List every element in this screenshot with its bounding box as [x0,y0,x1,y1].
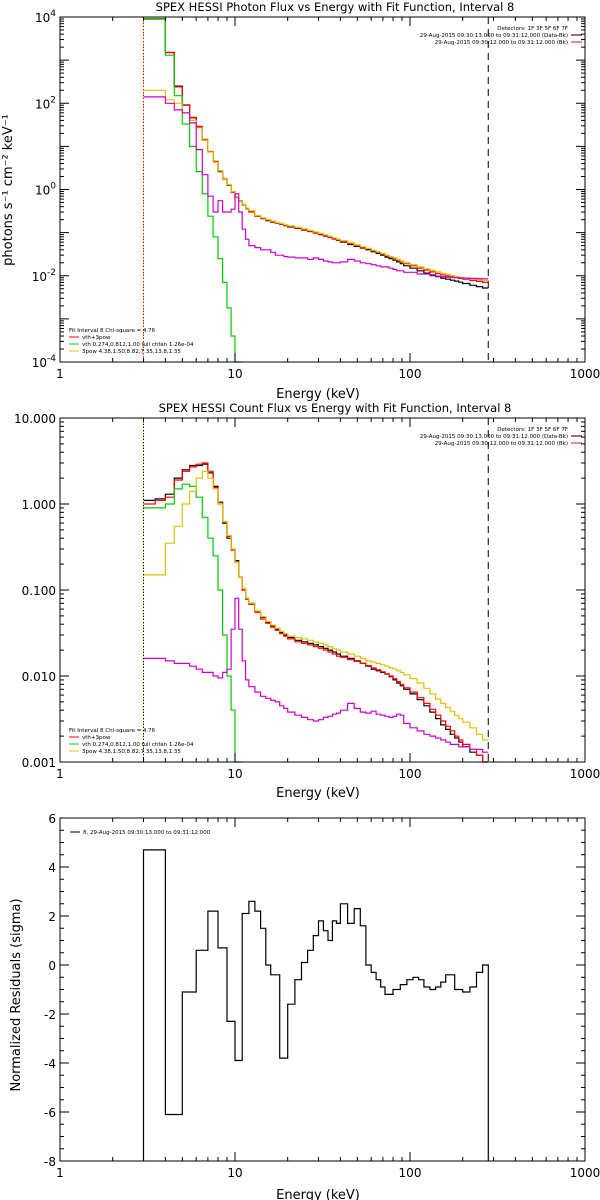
residuals-y-tick-label: -2 [44,1008,56,1022]
residuals-y-tick-label: -8 [44,1155,56,1169]
photon-flux-x-tick-label: 100 [399,367,422,381]
count-flux-y-tick-label: 0.100 [22,584,56,598]
photon-flux-x-tick-label: 1000 [570,367,600,381]
photon-flux-x-tick-label: 10 [227,367,242,381]
count-flux-y-tick-label: 0.010 [22,670,56,684]
count-flux-legend-bottom-left-entry: vth 0.274,0.812,1.00 full chfan 1.26e-04 [82,742,194,748]
photon-flux-x-axis-label: Energy (keV) [276,387,360,402]
count-flux-x-tick-label: 1 [56,767,64,781]
photon-flux-legend-bottom-left-entry: vth+3pow [82,335,111,341]
residuals-y-tick-label: 6 [48,812,56,826]
photon-flux-y-tick-label: 104 [35,9,56,25]
residuals-y-tick-label: 0 [48,959,56,973]
residuals-y-axis-label: Normalized Residuals (sigma) [9,898,24,1091]
residuals-y-tick-label: -6 [44,1106,56,1120]
count-flux-series-1 [143,462,489,763]
count-flux-legend-top-right-entry: 29-Aug-2015 09:30:13.000 to 09:31:12.000… [420,434,568,440]
residuals-x-tick-label: 10 [227,1166,242,1180]
count-flux-panel: SPEX HESSI Count Flux vs Energy with Fit… [14,401,600,801]
count-flux-legend-bottom-left-entry: Fit Interval 8 Chi-square = 4.76 [69,728,156,734]
count-flux-y-tick-label: 10.000 [14,412,56,426]
photon-flux-series-0 [143,18,489,289]
photon-flux-y-tick-label: 100 [35,182,56,198]
photon-flux-panel: SPEX HESSI Photon Flux vs Energy with Fi… [1,0,600,402]
count-flux-x-tick-label: 10 [227,767,242,781]
photon-flux-series-1 [143,18,489,283]
count-flux-series-4 [143,597,489,753]
photon-flux-y-axis-label: photons s⁻¹ cm⁻² keV⁻¹ [1,114,16,266]
photon-flux-title: SPEX HESSI Photon Flux vs Energy with Fi… [156,0,515,14]
count-flux-x-tick-label: 1000 [570,767,600,781]
photon-flux-series-4 [143,96,489,280]
residuals-panel: 1 10 100 1000 -8 -6 -4 -2 0 2 4 6 Energy (keV) Norm… [9,812,600,1200]
count-flux-series-0 [143,463,489,763]
photon-flux-series-3 [143,89,489,281]
residuals-legend-top-left: 8, 29-Aug-2015 09:30:13.000 to 09:31:12.… [70,830,211,836]
residuals-x-tick-label: 100 [399,1166,422,1180]
count-flux-legend-bottom-left: Fit Interval 8 Chi-square = 4.76vth+3pow… [69,728,194,755]
photon-flux-x-tick-label: 1 [56,367,64,381]
photon-flux-y-tick-label: 10-2 [32,268,56,284]
residuals-series-0 [142,849,489,1161]
residuals-y-tick-label: -4 [44,1057,56,1071]
photon-flux-legend-bottom-left: Fit Interval 8 Chi-square = 4.76vth+3pow… [69,328,194,355]
photon-flux-legend-top-right-entry: 29-Aug-2015 09:30:12.000 to 09:31:12.000… [435,40,568,46]
photon-flux-legend-bottom-left-entry: vth 0.274,0.812,1.00 full chfan 1.26e-04 [82,342,194,348]
count-flux-legend-bottom-left-entry: vth+3pow [82,735,111,741]
photon-flux-y-tick-label: 102 [35,95,56,111]
count-flux-series-2 [143,483,243,763]
count-flux-x-tick-label: 100 [399,767,422,781]
count-flux-legend-top-right-entry: Detectors: 1F 3F 5F 6F 7F [497,427,568,433]
photon-flux-legend-bottom-left-entry: 3pow 4.38,1.50,8.82,7.35,13.8,1.35 [82,349,181,355]
count-flux-plot-frame [59,417,586,763]
photon-flux-series-2 [143,18,243,363]
residuals-x-tick-label: 1000 [570,1166,600,1180]
count-flux-y-tick-label: 1.000 [22,498,56,512]
photon-flux-y-tick-label: 10-4 [32,354,57,370]
count-flux-x-axis-label: Energy (keV) [276,786,360,801]
count-flux-y-tick-label: 0.001 [22,756,56,770]
count-flux-title: SPEX HESSI Count Flux vs Energy with Fit… [159,401,512,415]
residuals-x-tick-label: 1 [56,1166,64,1180]
count-flux-series-3 [143,470,489,741]
residuals-plot-frame [59,817,586,1162]
residuals-legend-top-left-entry: 8, 29-Aug-2015 09:30:13.000 to 09:31:12.… [83,830,211,836]
count-flux-legend-bottom-left-entry: 3pow 4.38,1.50,8.82,7.35,13.8,1.35 [82,749,181,755]
photon-flux-legend-top-right-entry: 29-Aug-2015 09:30:13.000 to 09:31:12.000… [420,33,568,39]
residuals-x-axis-label: Energy (keV) [276,1188,360,1200]
photon-flux-plot-frame [59,16,586,363]
residuals-y-tick-label: 2 [48,910,56,924]
photon-flux-legend-bottom-left-entry: Fit Interval 8 Chi-square = 4.76 [69,328,156,334]
count-flux-legend-top-right-entry: 29-Aug-2015 09:30:12.000 to 09:31:12.000… [435,441,568,447]
residuals-y-tick-label: 4 [48,861,56,875]
photon-flux-legend-top-right-entry: Detectors: 1F 3F 5F 6F 7F [497,26,568,32]
